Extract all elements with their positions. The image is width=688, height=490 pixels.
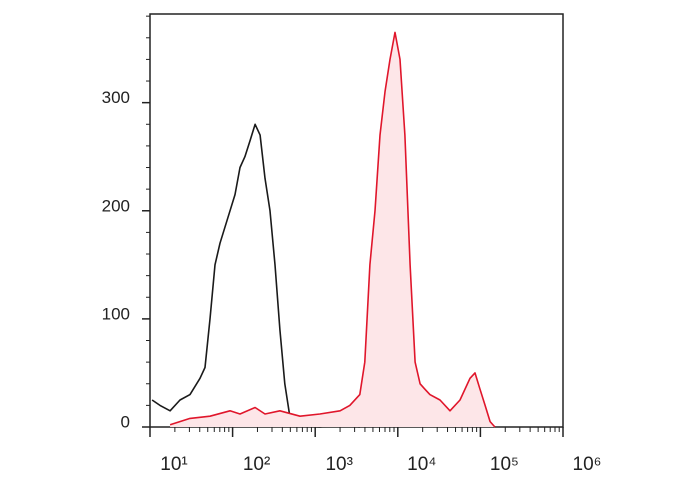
y-tick-label: 300 <box>102 88 130 107</box>
line <box>151 123 360 428</box>
x-tick-label: 10¹ <box>160 454 187 475</box>
plot-frame <box>149 13 564 428</box>
area <box>170 32 495 428</box>
x-tick-label: 10⁶ <box>573 454 602 475</box>
x-tick-label: 10⁴ <box>407 454 436 475</box>
x-tick-label: 10⁵ <box>490 454 519 475</box>
line <box>169 31 496 428</box>
y-tick-label: 200 <box>102 196 130 215</box>
y-tick-label: 100 <box>102 304 130 323</box>
x-tick-label: 10³ <box>325 454 352 475</box>
x-tick-label: 10² <box>243 454 270 475</box>
y-tick-label: 0 <box>121 412 130 431</box>
